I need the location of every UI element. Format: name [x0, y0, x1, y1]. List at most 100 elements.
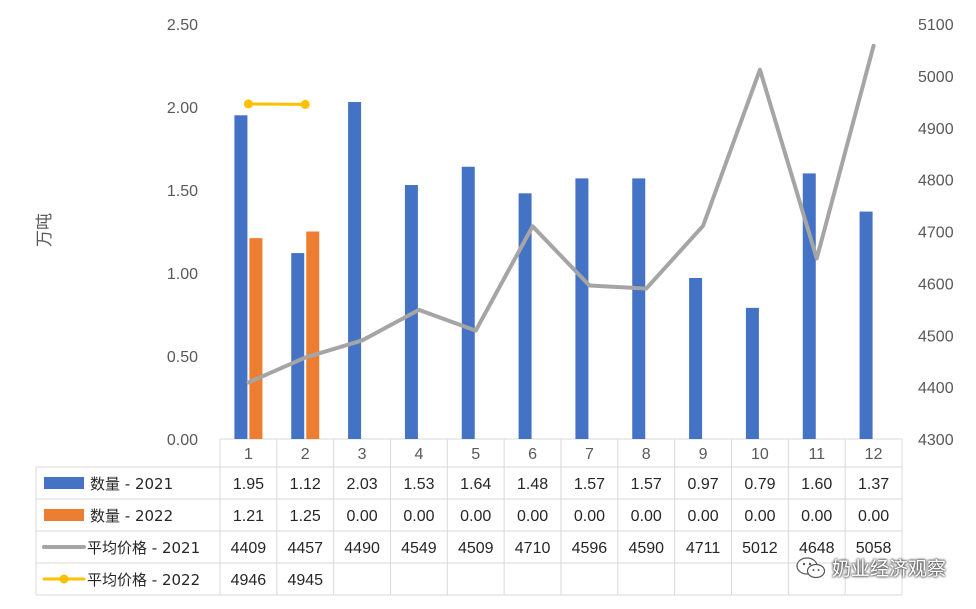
line-series3 — [246, 102, 307, 106]
legend-label: 平均价格 - 2022 — [87, 571, 200, 589]
lines-layer — [243, 43, 876, 385]
left-axis-ticks: 0.00 0.50 1.00 1.50 2.00 2.50 — [167, 17, 198, 449]
right-tick-label: 5100 — [918, 17, 954, 34]
bar-series0-5 — [461, 166, 475, 439]
data-label: 0.97 — [688, 476, 719, 493]
data-label: 4490 — [344, 540, 380, 557]
data-table-cells: 1.95 1.12 2.03 1.53 1.64 1.48 1.57 1.57 0.97 0.79… — [231, 476, 892, 589]
data-label: 0.00 — [403, 508, 434, 525]
category-labels: 1 2 3 4 5 6 7 8 9 10 11 12 — [244, 446, 883, 463]
legend-swatch — [44, 477, 84, 489]
legend-label: 平均价格 - 2021 — [87, 539, 200, 557]
data-label: 2.03 — [347, 476, 378, 493]
right-tick-label: 5000 — [918, 69, 954, 86]
watermark: 奶业经济观察 — [796, 554, 946, 581]
data-label: 1.64 — [460, 476, 491, 493]
category-label: 5 — [471, 446, 480, 463]
bar-series1-2 — [306, 231, 320, 439]
category-label: 11 — [808, 446, 825, 463]
data-label: 4596 — [572, 540, 608, 557]
line-marker-series3 — [243, 99, 253, 109]
data-label: 4509 — [458, 540, 494, 557]
data-table-legend: 数量 - 2021 数量 - 2022 平均价格 - 2021 平均价格 - 2022 — [42, 475, 200, 589]
data-label: 1.21 — [233, 508, 264, 525]
bar-series0-6 — [518, 193, 532, 439]
left-tick-label: 1.50 — [167, 183, 198, 200]
bar-series0-7 — [575, 178, 589, 439]
left-tick-label: 2.00 — [167, 100, 198, 117]
data-label: 1.53 — [403, 476, 434, 493]
bar-series0-12 — [859, 211, 873, 439]
data-label: 0.00 — [460, 508, 491, 525]
left-tick-label: 0.50 — [167, 349, 198, 366]
category-label: 6 — [528, 446, 537, 463]
category-label: 10 — [751, 446, 769, 463]
data-label: 4457 — [287, 540, 323, 557]
category-label: 9 — [699, 446, 708, 463]
right-tick-label: 4900 — [918, 121, 954, 138]
data-label: 0.00 — [574, 508, 605, 525]
category-label: 7 — [585, 446, 594, 463]
data-label: 4590 — [628, 540, 664, 557]
category-label: 12 — [865, 446, 883, 463]
data-label: 1.12 — [290, 476, 321, 493]
data-label: 4946 — [231, 572, 267, 589]
data-label: 4711 — [686, 540, 721, 557]
bar-series1-1 — [249, 238, 263, 439]
right-tick-label: 4600 — [918, 276, 954, 293]
data-label: 1.48 — [517, 476, 548, 493]
data-label: 5058 — [856, 540, 892, 557]
data-label: 0.00 — [631, 508, 662, 525]
data-label: 0.00 — [801, 508, 832, 525]
data-label: 1.57 — [574, 476, 605, 493]
bars-layer — [234, 102, 873, 440]
data-label: 4945 — [287, 572, 323, 589]
data-label: 0.79 — [744, 476, 775, 493]
bar-series0-9 — [689, 277, 703, 439]
bar-series0-2 — [291, 253, 305, 439]
data-label: 0.00 — [347, 508, 378, 525]
legend-swatch — [44, 509, 84, 521]
bar-series0-8 — [632, 178, 646, 439]
watermark-text: 奶业经济观察 — [831, 558, 946, 580]
right-axis-ticks: 4300 4400 4500 4600 4700 4800 4900 5000 5100 — [918, 17, 954, 449]
data-label: 1.60 — [801, 476, 832, 493]
line-series2 — [246, 43, 876, 385]
data-label: 1.95 — [233, 476, 264, 493]
left-tick-label: 1.00 — [167, 266, 198, 283]
data-label: 0.00 — [858, 508, 889, 525]
data-label: 5012 — [742, 540, 778, 557]
data-label: 4549 — [401, 540, 437, 557]
data-label: 0.00 — [517, 508, 548, 525]
data-label: 0.00 — [688, 508, 719, 525]
data-label: 4409 — [231, 540, 267, 557]
bar-series0-3 — [348, 102, 362, 440]
category-label: 8 — [642, 446, 651, 463]
bar-series0-10 — [745, 307, 759, 439]
right-tick-label: 4500 — [918, 328, 954, 345]
line-marker-series3 — [300, 99, 310, 109]
y-axis-title: 万吨 — [35, 213, 55, 247]
data-label: 4710 — [515, 540, 551, 557]
right-tick-label: 4700 — [918, 225, 954, 242]
data-label: 1.37 — [858, 476, 889, 493]
data-label: 1.57 — [631, 476, 662, 493]
legend-label: 数量 - 2021 — [90, 475, 173, 493]
right-tick-label: 4800 — [918, 173, 954, 190]
data-table-grid — [35, 438, 903, 596]
wechat-icon — [796, 556, 826, 578]
category-label: 4 — [414, 446, 423, 463]
right-tick-label: 4400 — [918, 380, 954, 397]
legend-label: 数量 - 2022 — [90, 507, 173, 525]
left-tick-label: 2.50 — [167, 17, 198, 34]
data-label: 1.25 — [290, 508, 321, 525]
legend-marker — [59, 574, 69, 584]
category-label: 1 — [244, 446, 253, 463]
left-tick-label: 0.00 — [167, 432, 198, 449]
category-label: 2 — [301, 446, 310, 463]
data-label: 4648 — [799, 540, 835, 557]
category-label: 3 — [358, 446, 367, 463]
data-label: 0.00 — [744, 508, 775, 525]
right-tick-label: 4300 — [918, 432, 954, 449]
